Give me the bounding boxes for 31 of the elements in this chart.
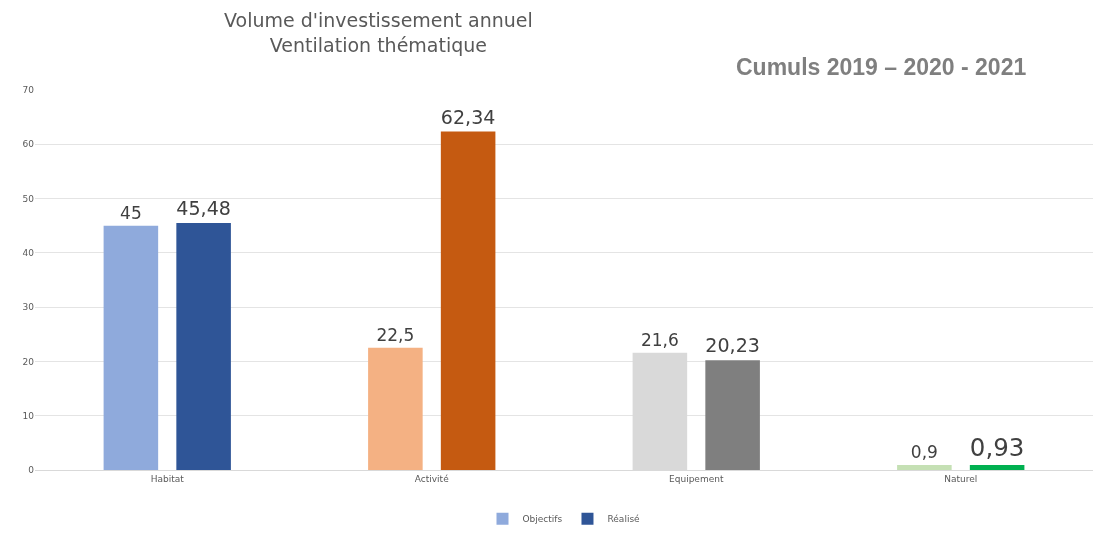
bar [440,131,496,470]
y-tick-label: 40 [22,248,35,259]
bar [969,464,1025,470]
data-label: 20,23 [705,334,760,357]
data-label: 0,9 [910,442,938,463]
x-tick-label: Naturel [944,473,978,484]
y-tick-label: 20 [22,356,35,367]
x-tick-label: Equipement [669,473,724,484]
x-tick-label: Habitat [150,473,185,484]
x-tick-label: Activité [414,473,450,484]
data-label: 45 [120,202,142,223]
y-tick-label: 50 [22,193,35,204]
chart-title: Volume d'investissement annuel Ventilation thématique [224,9,533,56]
legend-label: Réalisé [607,514,641,525]
data-label: 0,93 [969,432,1025,462]
y-tick-label: 70 [22,85,35,96]
chart-subtitle: Cumuls 2019 – 2020 - 2021 [736,54,1027,80]
data-label: 22,5 [376,324,415,345]
data-label: 62,34 [440,105,496,128]
y-tick-label: 10 [22,410,35,421]
y-tick-label: 0 [28,465,35,476]
bar [897,465,952,470]
data-label: 21,6 [640,329,679,350]
bar [176,223,231,470]
bar [368,347,423,470]
y-tick-label: 30 [22,302,35,313]
bar [103,225,159,470]
y-tick-label: 60 [22,139,35,150]
legend-label: Objectifs [522,514,563,525]
data-label: 45,48 [176,197,231,220]
bar [705,360,760,470]
